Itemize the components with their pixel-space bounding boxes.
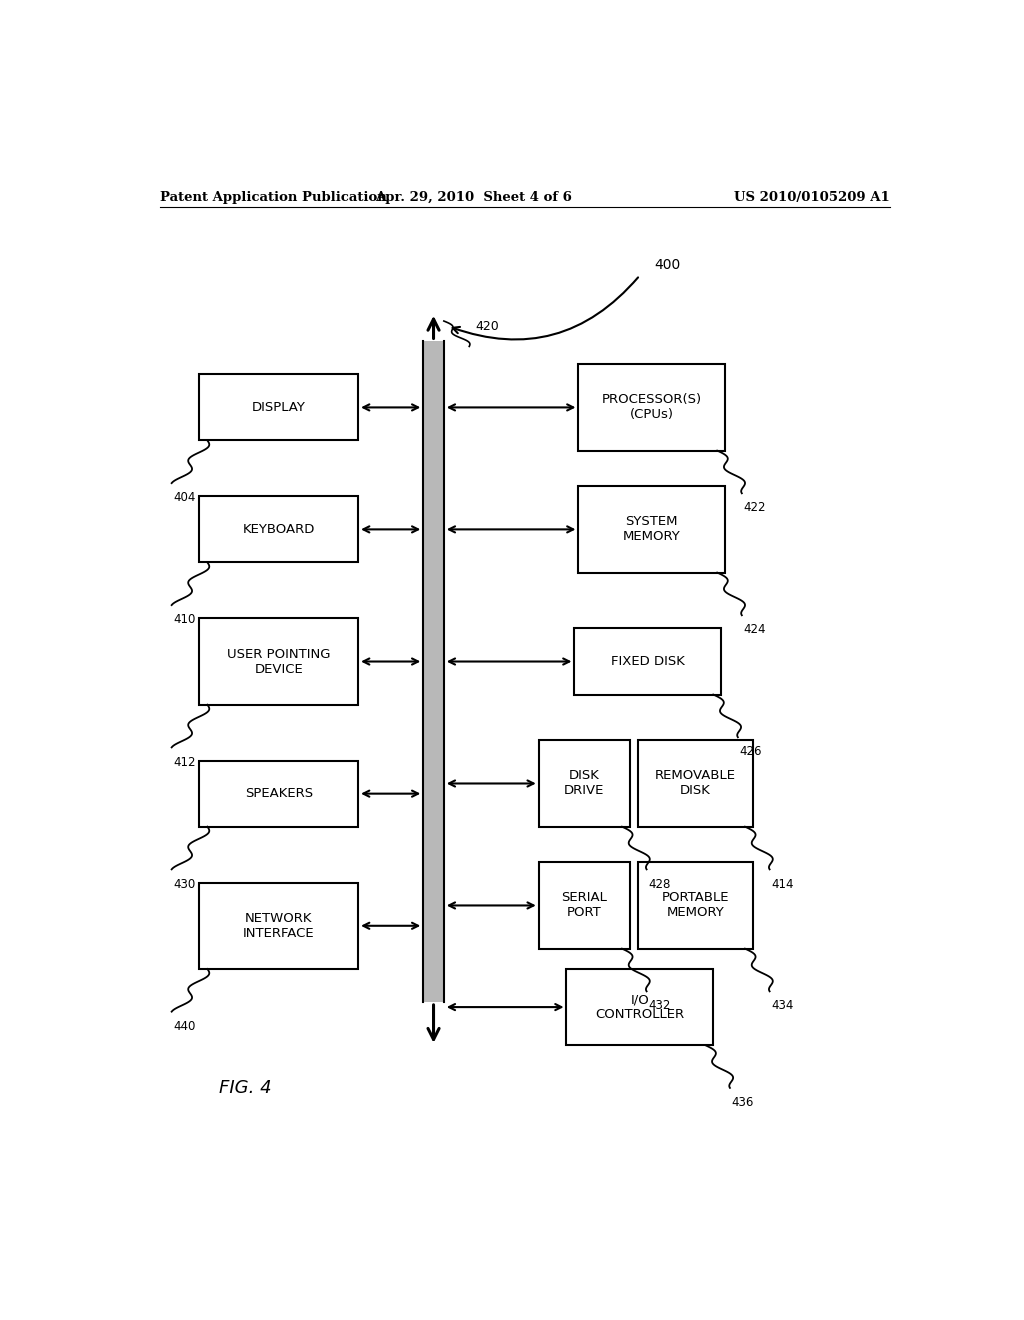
Text: KEYBOARD: KEYBOARD	[243, 523, 315, 536]
FancyBboxPatch shape	[539, 862, 630, 949]
FancyBboxPatch shape	[574, 628, 721, 694]
FancyBboxPatch shape	[200, 375, 358, 441]
FancyBboxPatch shape	[638, 741, 753, 826]
FancyBboxPatch shape	[579, 364, 725, 450]
Text: 414: 414	[771, 878, 794, 891]
Text: USER POINTING
DEVICE: USER POINTING DEVICE	[227, 648, 331, 676]
FancyBboxPatch shape	[638, 862, 753, 949]
Text: DISPLAY: DISPLAY	[252, 401, 306, 414]
Text: 412: 412	[173, 755, 196, 768]
Bar	[423, 342, 443, 1002]
Text: 428: 428	[648, 878, 671, 891]
Text: 436: 436	[731, 1096, 754, 1109]
Text: FIXED DISK: FIXED DISK	[611, 655, 685, 668]
Text: Apr. 29, 2010  Sheet 4 of 6: Apr. 29, 2010 Sheet 4 of 6	[375, 190, 571, 203]
FancyBboxPatch shape	[579, 486, 725, 573]
Text: REMOVABLE
DISK: REMOVABLE DISK	[655, 770, 736, 797]
Text: SERIAL
PORT: SERIAL PORT	[561, 891, 607, 920]
Text: SYSTEM
MEMORY: SYSTEM MEMORY	[623, 515, 681, 544]
Text: 420: 420	[475, 319, 500, 333]
Text: FIG. 4: FIG. 4	[219, 1080, 272, 1097]
Text: DISK
DRIVE: DISK DRIVE	[564, 770, 604, 797]
Text: Patent Application Publication: Patent Application Publication	[160, 190, 386, 203]
Text: I/O
CONTROLLER: I/O CONTROLLER	[595, 993, 684, 1022]
Text: 410: 410	[173, 614, 196, 626]
Text: 424: 424	[743, 623, 766, 636]
Text: 434: 434	[771, 999, 794, 1012]
FancyBboxPatch shape	[566, 969, 714, 1045]
Text: 426: 426	[739, 746, 762, 759]
Text: 404: 404	[173, 491, 196, 504]
Text: SPEAKERS: SPEAKERS	[245, 787, 313, 800]
Text: 422: 422	[743, 502, 766, 515]
FancyBboxPatch shape	[200, 618, 358, 705]
Text: 440: 440	[173, 1020, 196, 1032]
Text: 400: 400	[654, 259, 681, 272]
Text: US 2010/0105209 A1: US 2010/0105209 A1	[734, 190, 890, 203]
FancyBboxPatch shape	[200, 883, 358, 969]
FancyBboxPatch shape	[539, 741, 630, 826]
Text: 432: 432	[648, 999, 671, 1012]
FancyBboxPatch shape	[200, 496, 358, 562]
Text: PORTABLE
MEMORY: PORTABLE MEMORY	[662, 891, 729, 920]
Text: NETWORK
INTERFACE: NETWORK INTERFACE	[243, 912, 314, 940]
Text: 430: 430	[173, 878, 196, 891]
Text: PROCESSOR(S)
(CPUs): PROCESSOR(S) (CPUs)	[602, 393, 701, 421]
FancyBboxPatch shape	[200, 760, 358, 826]
